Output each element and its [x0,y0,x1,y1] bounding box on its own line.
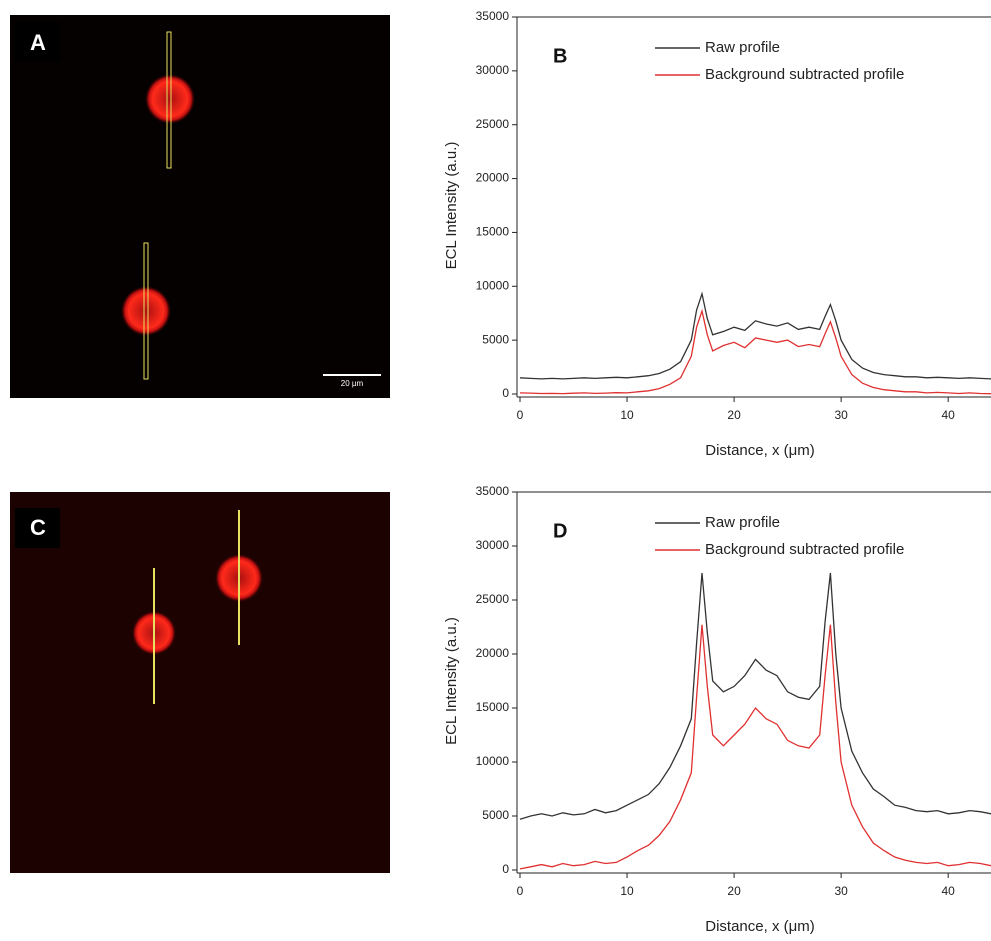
y-tick-label: 10000 [476,754,510,768]
image-c: C [10,492,390,873]
y-tick-label: 20000 [476,171,510,185]
data-line [519,308,991,395]
x-tick-label: 40 [942,408,956,422]
image-a: 20 µm A [10,15,390,398]
y-axis-label: ECL Intensity (a.u.) [443,142,460,270]
x-tick-label: 20 [727,408,741,422]
profile-line [166,31,172,169]
x-tick-label: 40 [942,884,956,898]
droplet [121,286,171,336]
x-tick-label: 0 [517,884,524,898]
x-axis-label: Distance, x (μm) [705,442,815,459]
x-tick-label: 20 [727,884,741,898]
data-line [519,624,991,870]
legend-label: Background subtracted profile [705,66,904,83]
y-tick-label: 0 [502,386,509,400]
y-tick-label: 35000 [476,9,510,23]
y-tick-label: 35000 [476,484,510,498]
y-tick-label: 5000 [482,332,509,346]
y-tick-label: 30000 [476,538,510,552]
x-tick-label: 30 [834,884,848,898]
legend-label: Raw profile [705,514,780,531]
x-axis-label: Distance, x (μm) [705,918,815,935]
micrograph [10,492,390,873]
micrograph [10,15,390,398]
data-line [519,572,991,820]
legend-label: Background subtracted profile [705,541,904,558]
y-tick-label: 25000 [476,117,510,131]
y-tick-label: 5000 [482,808,509,822]
panel-label: D [553,520,567,542]
label-box [15,22,60,62]
panel-label: A [30,30,46,55]
label-box [15,508,60,548]
y-tick-label: 10000 [476,278,510,292]
x-tick-label: 10 [620,408,634,422]
y-tick-label: 15000 [476,700,510,714]
x-tick-label: 10 [620,884,634,898]
legend-label: Raw profile [705,39,780,56]
data-line [519,291,991,380]
y-tick-label: 15000 [476,225,510,239]
scale-bar-label: 20 µm [341,379,364,388]
y-tick-label: 25000 [476,592,510,606]
panel-label: C [30,515,46,540]
profile-line [143,242,149,380]
y-tick-label: 30000 [476,63,510,77]
y-axis-label: ECL Intensity (a.u.) [443,617,460,745]
panel-label: B [553,45,567,67]
x-tick-label: 0 [517,408,524,422]
droplet [145,74,195,124]
y-tick-label: 0 [502,862,509,876]
x-tick-label: 30 [834,408,848,422]
y-tick-label: 20000 [476,646,510,660]
